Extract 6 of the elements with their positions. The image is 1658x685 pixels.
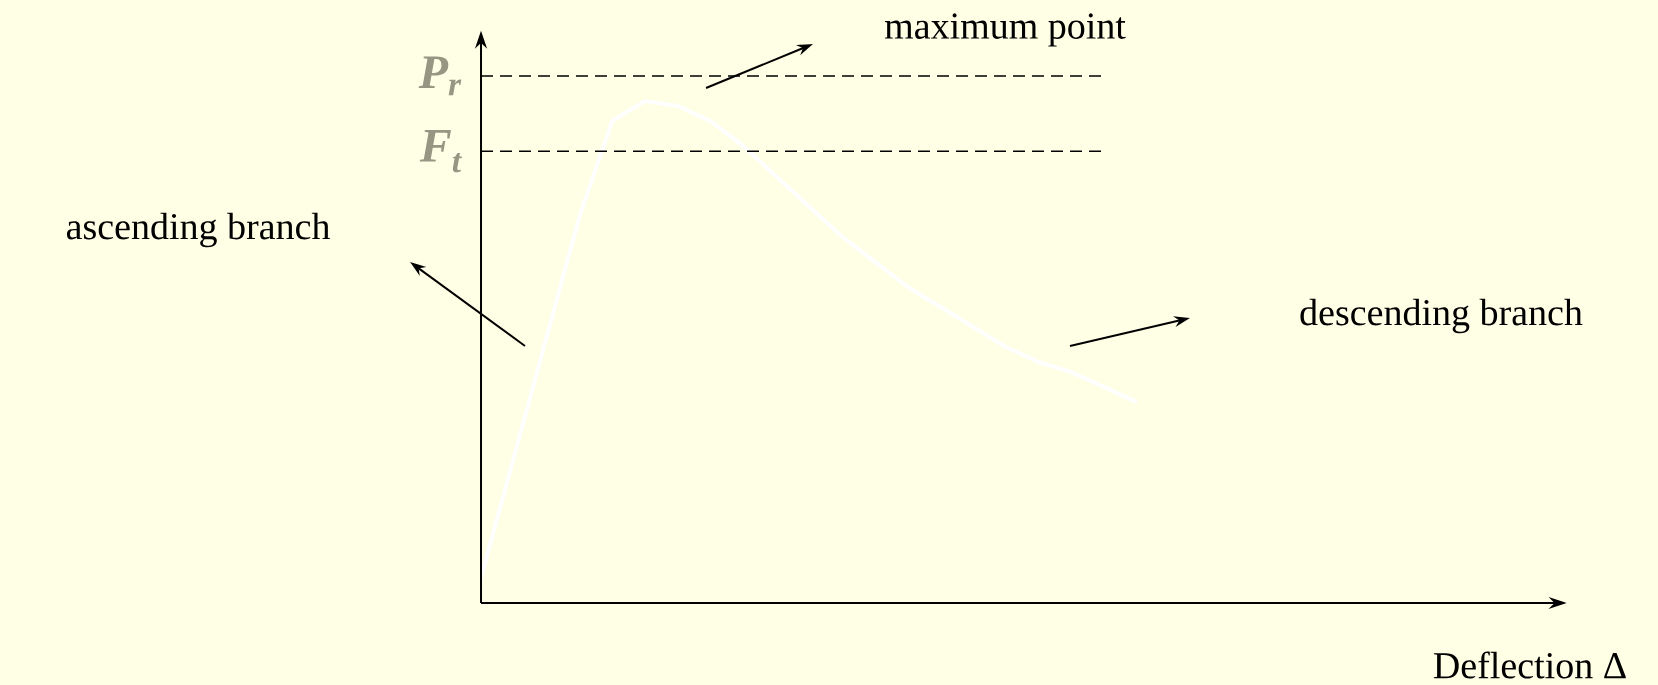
text: descending branch — [1300, 298, 1583, 334]
ref-line-label: F$_{t}$ — [419, 130, 462, 173]
text: Deflection Δ — [1433, 651, 1626, 679]
ref-line-label: P$_{r}$ — [418, 56, 462, 96]
text: ascending branch — [66, 212, 330, 248]
text: maximum point — [884, 13, 1126, 47]
